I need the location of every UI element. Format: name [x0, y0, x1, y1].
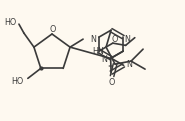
Text: N: N [102, 55, 107, 64]
Text: N: N [124, 35, 130, 44]
Text: HN: HN [92, 47, 104, 56]
Text: O: O [109, 78, 115, 87]
Text: O: O [50, 24, 56, 34]
Text: HO: HO [4, 18, 16, 27]
Text: O: O [112, 35, 118, 44]
Text: HO: HO [12, 77, 24, 86]
Text: N: N [90, 35, 96, 44]
Text: N: N [127, 60, 133, 69]
Text: =: = [107, 64, 113, 70]
